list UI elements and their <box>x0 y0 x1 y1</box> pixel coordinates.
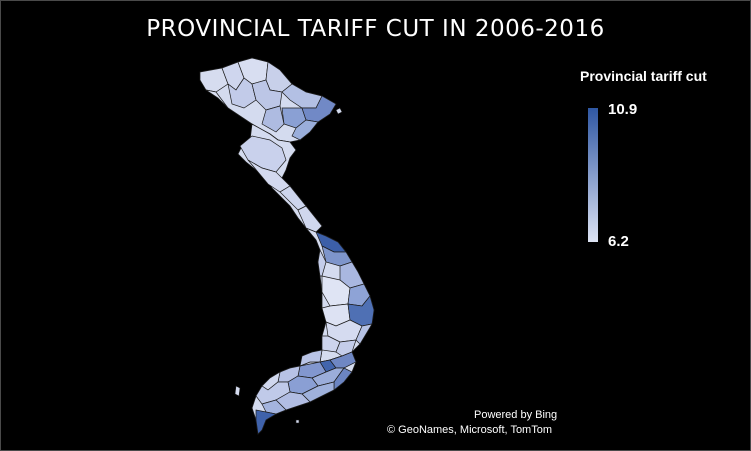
province-shapes <box>199 57 375 435</box>
legend-max-value: 10.9 <box>608 101 638 118</box>
province-quang-binh <box>297 205 323 233</box>
phu-quoc-island <box>234 385 241 397</box>
legend-min-value: 6.2 <box>608 233 629 250</box>
province-dong-nai <box>335 339 357 357</box>
legend-color-bar <box>588 108 598 242</box>
province-north-8 <box>251 79 283 111</box>
map-data-credit: © GeoNames, Microsoft, TomTom <box>387 424 552 436</box>
legend-title: Provincial tariff cut <box>580 68 707 84</box>
province-bac-lieu <box>261 399 287 415</box>
con-dao-island <box>295 419 300 424</box>
province-north-9 <box>261 105 285 133</box>
province-tay-ninh <box>299 349 323 367</box>
province-red-river-3 <box>291 119 319 141</box>
islands <box>234 107 343 424</box>
province-ninh-thuan <box>355 323 373 345</box>
province-nghe-an <box>247 159 291 193</box>
province-ca-mau <box>255 409 277 435</box>
map-title: PROVINCIAL TARIFF CUT IN 2006-2016 <box>146 16 605 42</box>
powered-by-credit: Powered by Bing <box>474 409 558 421</box>
province-northwest-6 <box>205 89 229 109</box>
province-kon-tum <box>317 248 327 277</box>
cat-ba-island <box>335 107 343 115</box>
